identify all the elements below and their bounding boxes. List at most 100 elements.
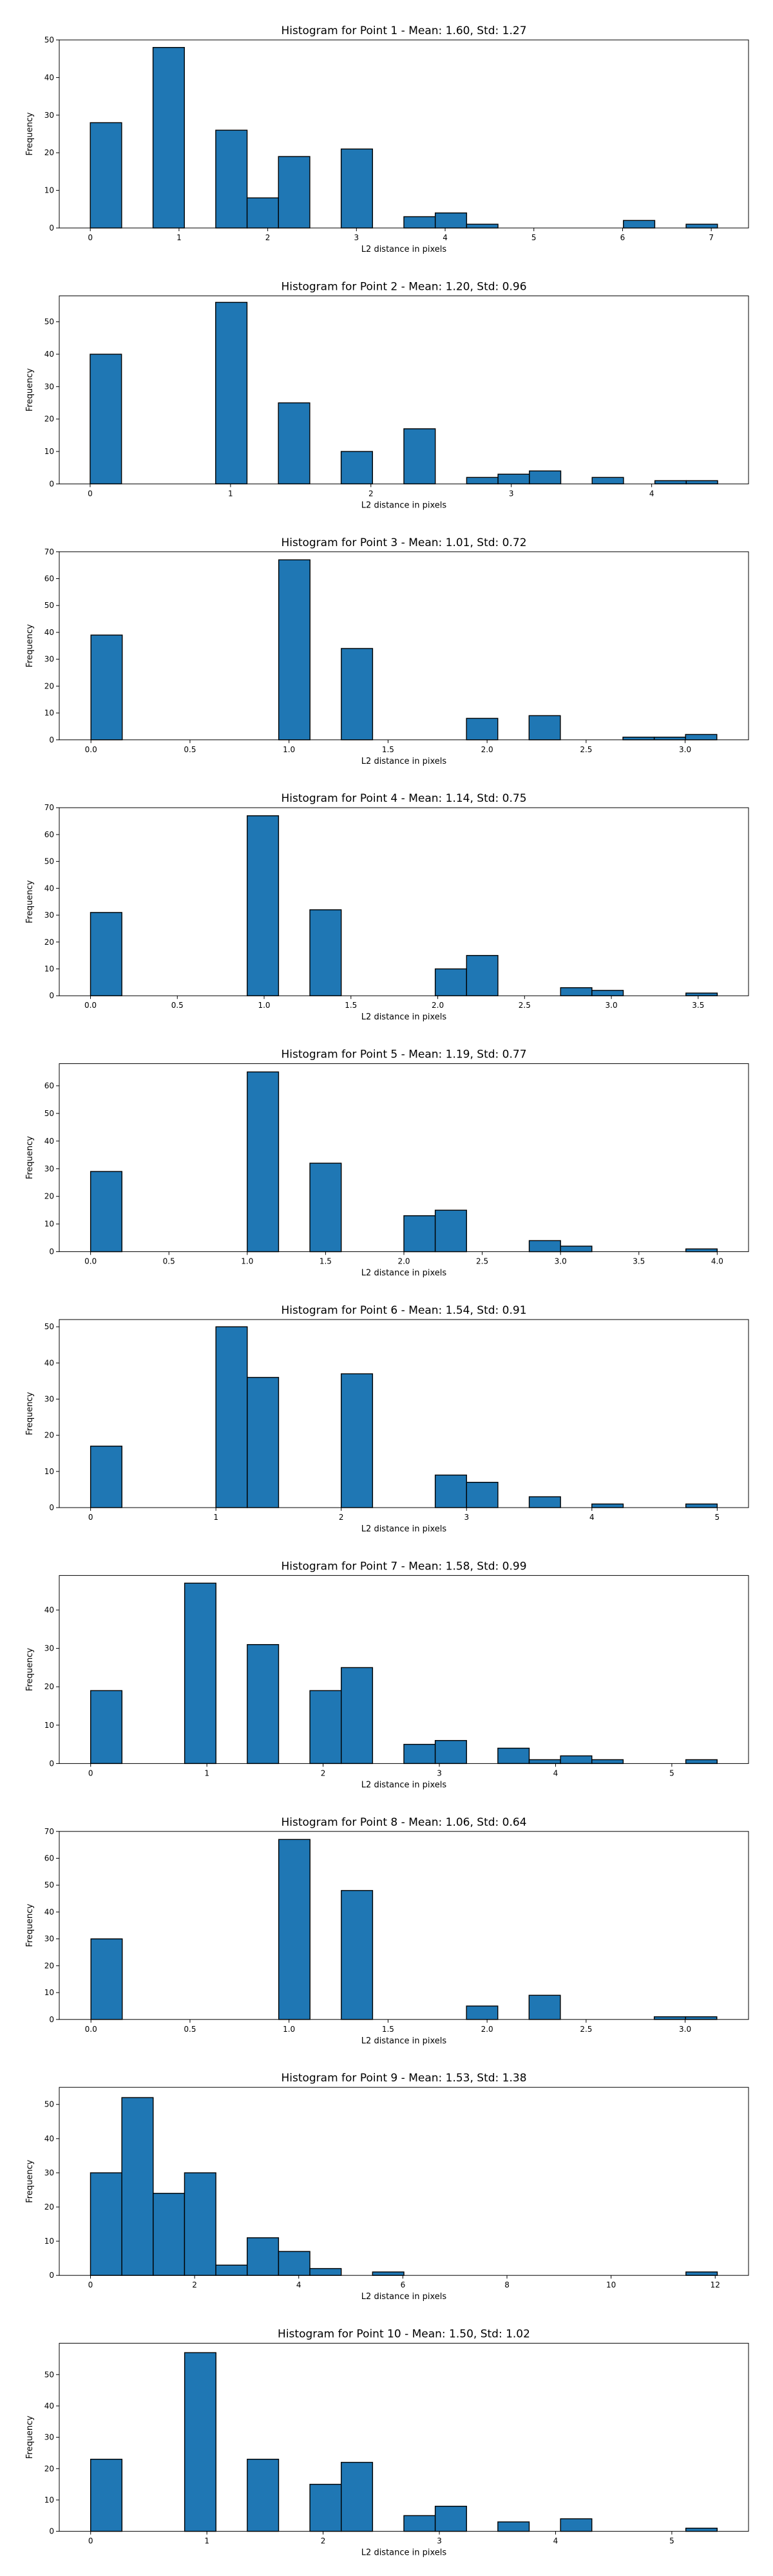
- x-tick-label: 1.0: [241, 1257, 253, 1266]
- y-tick-label: 10: [44, 186, 54, 195]
- y-tick-label: 30: [44, 382, 54, 391]
- histogram-bar: [278, 402, 310, 485]
- x-tick-label: 3: [437, 1768, 442, 1777]
- histogram-bar: [403, 1743, 436, 1765]
- histogram-bar: [403, 2515, 436, 2532]
- y-tick-label: 60: [44, 1854, 54, 1863]
- histogram-bar: [528, 1240, 561, 1253]
- histogram-bar: [529, 470, 562, 485]
- x-axis-label: L2 distance in pixels: [361, 2292, 447, 2302]
- histogram-bar: [215, 2264, 248, 2276]
- plot-frame: [59, 1319, 749, 1508]
- chart-title: Histogram for Point 10 - Mean: 1.50, Std…: [278, 2328, 530, 2341]
- histogram-bar: [528, 1496, 561, 1508]
- y-tick-label: 20: [44, 2202, 54, 2211]
- x-tick-label: 0: [88, 2537, 93, 2546]
- x-tick-label: 1.0: [283, 2025, 295, 2034]
- x-axis-label: L2 distance in pixels: [361, 1524, 447, 1534]
- y-tick-label: 70: [44, 547, 54, 556]
- y-tick-label: 50: [44, 2100, 54, 2109]
- x-tick-label: 2: [192, 2280, 197, 2289]
- y-tick-label: 60: [44, 1081, 54, 1090]
- chart-panel-9: Histogram for Point 9 - Mean: 1.53, Std:…: [25, 2072, 749, 2302]
- histogram-bar: [90, 2172, 122, 2276]
- y-tick-label: 40: [44, 1605, 54, 1615]
- y-tick-label: 10: [44, 708, 54, 717]
- y-tick-label: 30: [44, 1935, 54, 1944]
- chart-title: Histogram for Point 6 - Mean: 1.54, Std:…: [281, 1304, 526, 1317]
- histogram-bar: [466, 477, 499, 485]
- histogram-bar: [90, 1445, 122, 1508]
- x-tick-label: 4: [589, 1513, 595, 1522]
- histogram-bar: [278, 1839, 310, 2020]
- y-tick-label: 30: [44, 2168, 54, 2177]
- histogram-bar: [466, 954, 499, 996]
- y-tick-label: 0: [49, 2527, 54, 2536]
- histogram-bar: [152, 46, 185, 229]
- x-tick-label: 3: [464, 1513, 469, 1522]
- histogram-bar: [434, 1474, 467, 1508]
- histogram-bar: [685, 1759, 718, 1765]
- x-axis-label: L2 distance in pixels: [361, 1780, 447, 1790]
- y-tick-label: 40: [44, 628, 54, 637]
- y-tick-label: 20: [44, 1431, 54, 1440]
- x-tick-label: 2: [339, 1513, 344, 1522]
- y-tick-label: 0: [49, 2015, 54, 2024]
- x-tick-label: 0: [88, 489, 93, 498]
- y-tick-label: 0: [49, 1247, 54, 1256]
- histogram-bar: [685, 480, 718, 485]
- histogram-bar: [309, 2483, 342, 2532]
- y-tick-label: 50: [44, 1322, 54, 1331]
- plot-frame: [59, 295, 749, 484]
- y-tick-label: 40: [44, 1137, 54, 1146]
- x-tick-label: 2.5: [476, 1257, 488, 1266]
- chart-title: Histogram for Point 3 - Mean: 1.01, Std:…: [281, 536, 526, 549]
- x-tick-label: 0.0: [84, 1257, 97, 1266]
- chart-panel-6: Histogram for Point 6 - Mean: 1.54, Std:…: [25, 1304, 749, 1534]
- y-tick-label: 0: [49, 479, 54, 488]
- x-tick-label: 3.0: [679, 745, 691, 754]
- histogram-bar: [309, 1690, 342, 1765]
- chart-panel-3: Histogram for Point 3 - Mean: 1.01, Std:…: [25, 536, 749, 766]
- x-tick-label: 5: [715, 1513, 720, 1522]
- x-tick-label: 1: [177, 233, 182, 242]
- chart-panel-2: Histogram for Point 2 - Mean: 1.20, Std:…: [25, 280, 749, 510]
- plot-frame: [59, 807, 749, 996]
- x-tick-label: 4.0: [711, 1257, 723, 1266]
- plot-frame: [59, 1831, 749, 2020]
- x-tick-label: 0.0: [85, 745, 97, 754]
- y-tick-label: 0: [49, 1503, 54, 1512]
- histogram-bar: [654, 480, 687, 485]
- histogram-bar: [528, 1994, 561, 2020]
- histogram-bar: [341, 1667, 374, 1765]
- histogram-bar: [278, 156, 310, 229]
- x-tick-label: 1: [213, 1513, 218, 1522]
- histogram-bar: [90, 354, 122, 485]
- histogram-bar: [466, 1481, 499, 1508]
- x-axis-label: L2 distance in pixels: [361, 1012, 447, 1022]
- y-tick-label: 10: [44, 1220, 54, 1229]
- y-tick-label: 20: [44, 1192, 54, 1201]
- histogram-bar: [591, 1503, 624, 1508]
- y-axis-label: Frequency: [25, 2159, 35, 2202]
- y-tick-label: 20: [44, 1682, 54, 1691]
- histogram-bar: [653, 2016, 686, 2020]
- chart-panel-1: Histogram for Point 1 - Mean: 1.60, Std:…: [25, 24, 749, 254]
- x-tick-label: 0.0: [84, 1001, 97, 1010]
- histogram-bar: [497, 473, 530, 485]
- x-tick-label: 1.5: [320, 1257, 332, 1266]
- y-tick-label: 20: [44, 1961, 54, 1970]
- y-tick-label: 50: [44, 2370, 54, 2379]
- histogram-bar: [497, 2521, 530, 2532]
- histogram-bar: [278, 559, 310, 741]
- x-tick-label: 8: [504, 2280, 510, 2289]
- y-tick-label: 50: [44, 1109, 54, 1118]
- histogram-bar: [340, 148, 374, 229]
- histogram-bar: [685, 1503, 718, 1508]
- x-tick-label: 3: [354, 233, 359, 242]
- x-tick-label: 2.5: [580, 2025, 592, 2034]
- y-tick-label: 30: [44, 1644, 54, 1653]
- y-tick-label: 30: [44, 655, 54, 664]
- y-tick-label: 0: [49, 735, 54, 744]
